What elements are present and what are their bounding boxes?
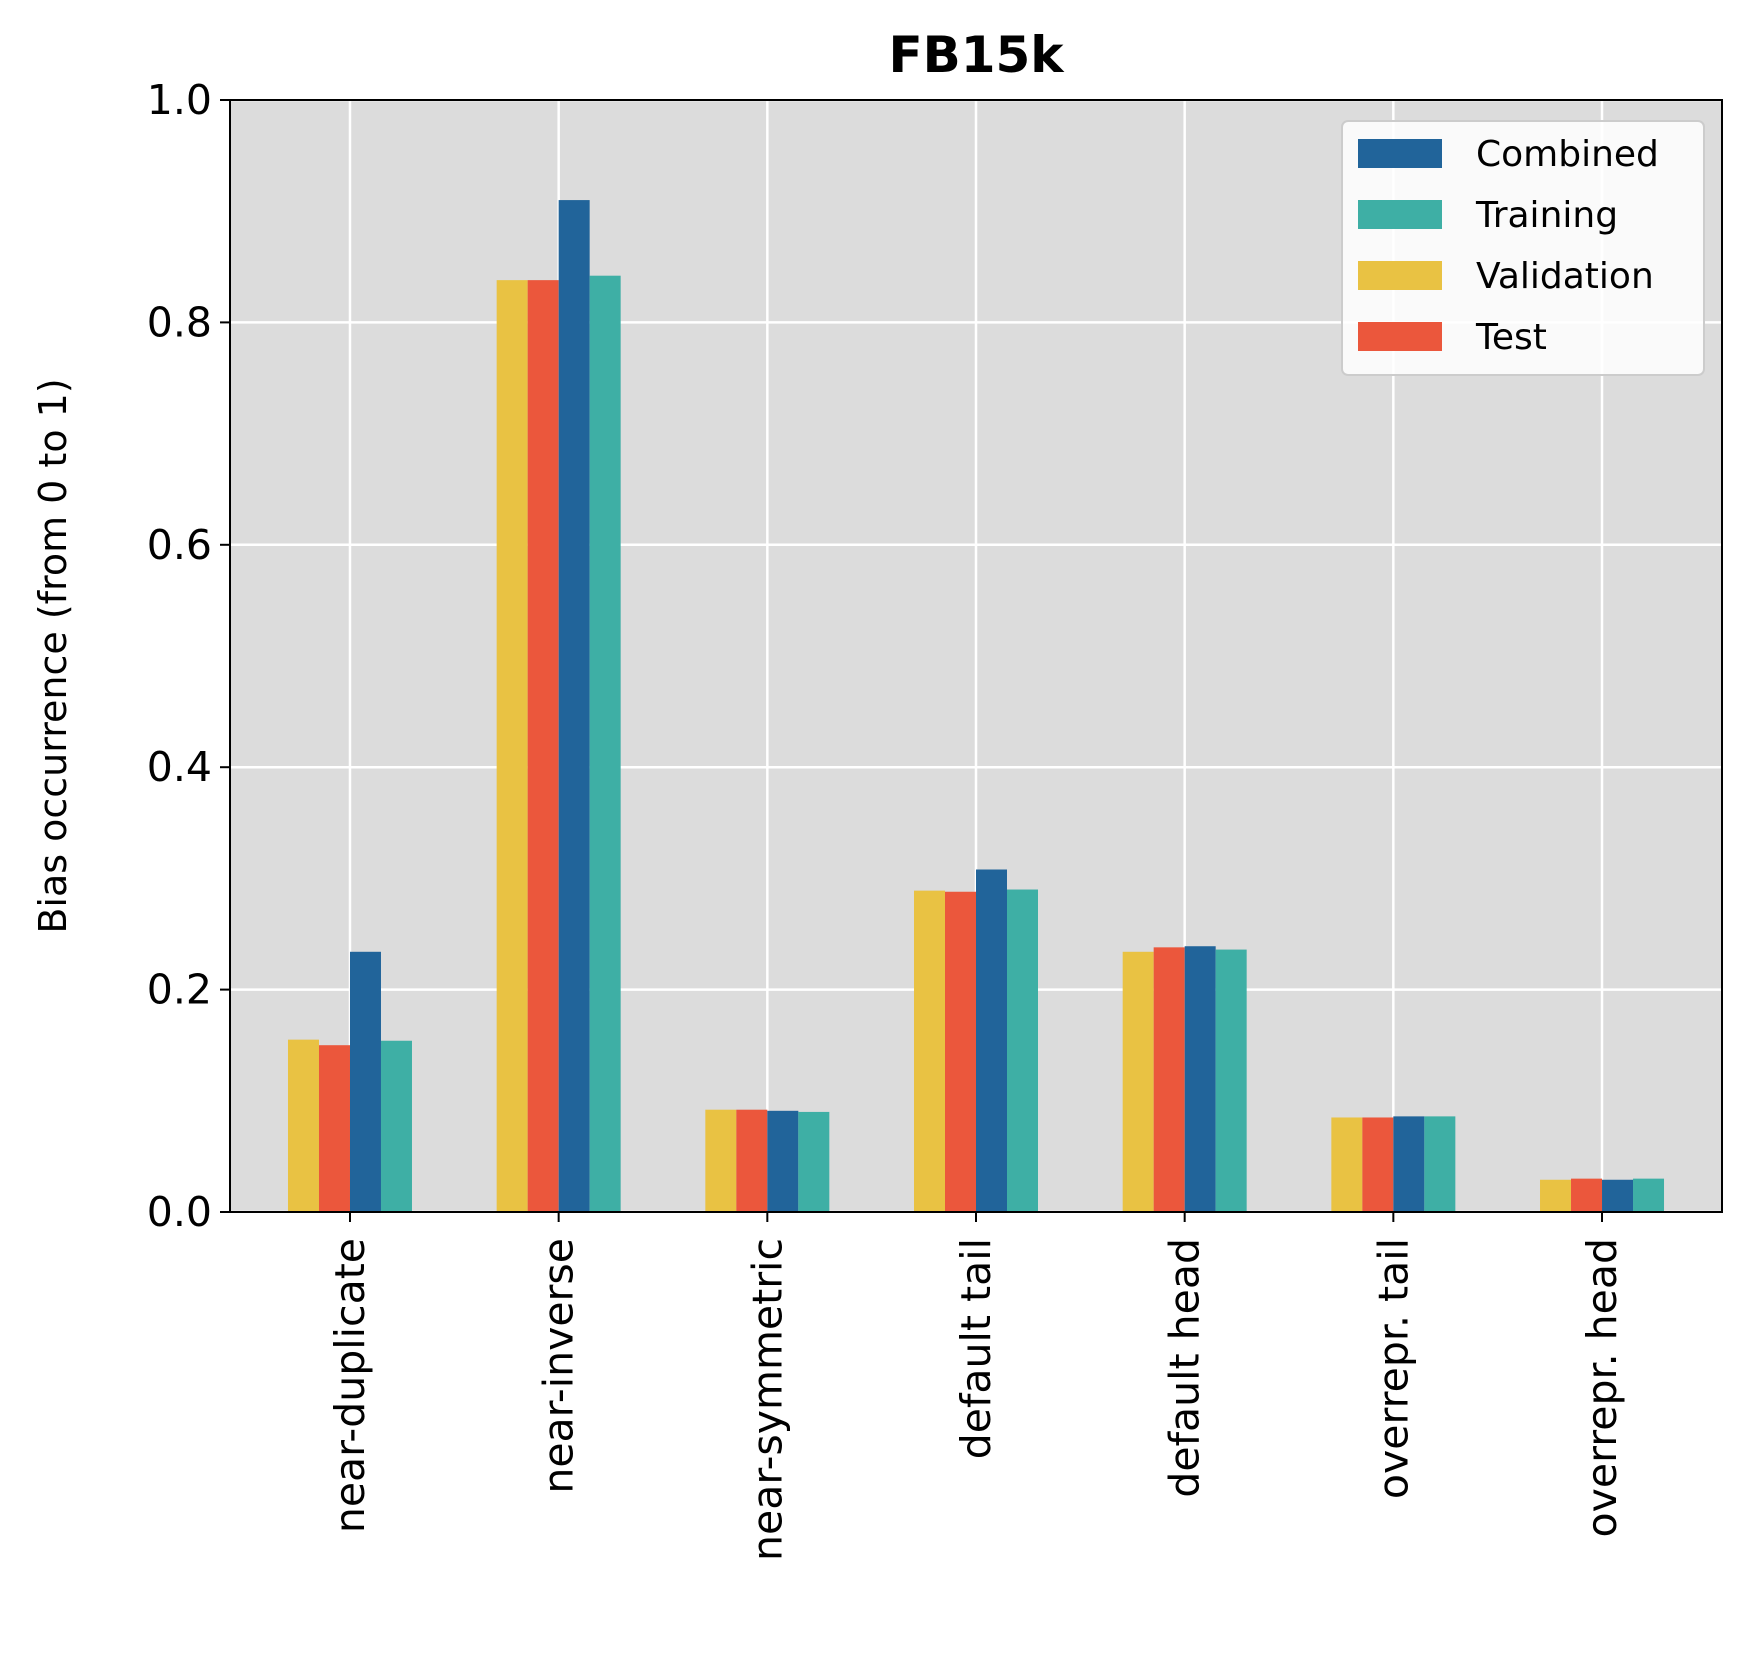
x-tick-label: default head: [1161, 1238, 1209, 1498]
legend-label-test: Test: [1475, 317, 1547, 358]
bar-validation-near-symmetric: [705, 1109, 737, 1212]
bar-combined-default-head: [1184, 946, 1216, 1212]
bar-combined-near-symmetric: [767, 1110, 799, 1212]
bar-combined-overrepr-head: [1602, 1179, 1634, 1212]
bar-training-near-inverse: [589, 275, 621, 1212]
legend-swatch-validation: [1358, 261, 1442, 290]
x-tick-label: near-inverse: [535, 1238, 583, 1494]
chart-title: FB15k: [888, 26, 1065, 84]
bar-training-overrepr-tail: [1424, 1116, 1456, 1212]
x-axis-ticks: near-duplicate near-inverse near-symmetric…: [326, 1212, 1626, 1561]
y-tick-label: 0.0: [147, 1188, 212, 1236]
bar-combined-near-inverse: [558, 200, 590, 1212]
bar-training-near-duplicate: [380, 1040, 412, 1212]
bar-training-overrepr-head: [1633, 1178, 1665, 1212]
y-axis-ticks: 0.0 0.2 0.4 0.6 0.8 1.0: [147, 76, 230, 1236]
y-tick-label: 0.2: [147, 966, 212, 1014]
bar-test-near-symmetric: [736, 1109, 768, 1212]
bar-test-default-head: [1153, 947, 1185, 1212]
x-tick-label: near-symmetric: [743, 1238, 791, 1561]
y-tick-label: 0.8: [147, 298, 212, 346]
bar-validation-near-inverse: [496, 280, 528, 1212]
bar-validation-default-head: [1122, 951, 1154, 1212]
bar-test-near-inverse: [527, 280, 559, 1212]
x-tick-label: default tail: [952, 1238, 1000, 1459]
bar-combined-near-duplicate: [349, 951, 381, 1212]
legend-swatch-combined: [1358, 139, 1442, 168]
legend-label-combined: Combined: [1476, 134, 1659, 175]
legend-label-training: Training: [1475, 195, 1618, 236]
x-tick-label: overrepr. head: [1578, 1238, 1626, 1537]
y-tick-label: 1.0: [147, 76, 212, 124]
y-tick-label: 0.4: [147, 743, 212, 791]
y-tick-label: 0.6: [147, 521, 212, 569]
bar-test-default-tail: [945, 891, 976, 1212]
legend: Combined Training Validation Test: [1341, 120, 1705, 376]
bar-training-near-symmetric: [798, 1111, 830, 1212]
bar-test-overrepr-head: [1571, 1178, 1603, 1212]
legend-label-validation: Validation: [1476, 256, 1654, 297]
y-axis-label: Bias occurrence (from 0 to 1): [31, 378, 75, 933]
bar-test-near-duplicate: [318, 1045, 350, 1212]
bar-test-overrepr-tail: [1362, 1117, 1394, 1212]
bar-validation-overrepr-head: [1540, 1179, 1572, 1212]
legend-swatch-training: [1358, 200, 1442, 229]
legend-swatch-test: [1358, 322, 1442, 351]
bar-training-default-head: [1215, 949, 1247, 1212]
bar-validation-overrepr-tail: [1331, 1117, 1363, 1212]
bar-validation-default-tail: [914, 890, 945, 1212]
bar-training-default-tail: [1007, 889, 1038, 1212]
legend-box: [1341, 120, 1705, 376]
bar-validation-near-duplicate: [287, 1039, 319, 1212]
bars: [287, 200, 1665, 1212]
x-tick-label: near-duplicate: [326, 1238, 374, 1533]
bar-combined-overrepr-tail: [1393, 1116, 1425, 1212]
bar-combined-default-tail: [976, 869, 1007, 1212]
x-tick-label: overrepr. tail: [1369, 1238, 1417, 1499]
